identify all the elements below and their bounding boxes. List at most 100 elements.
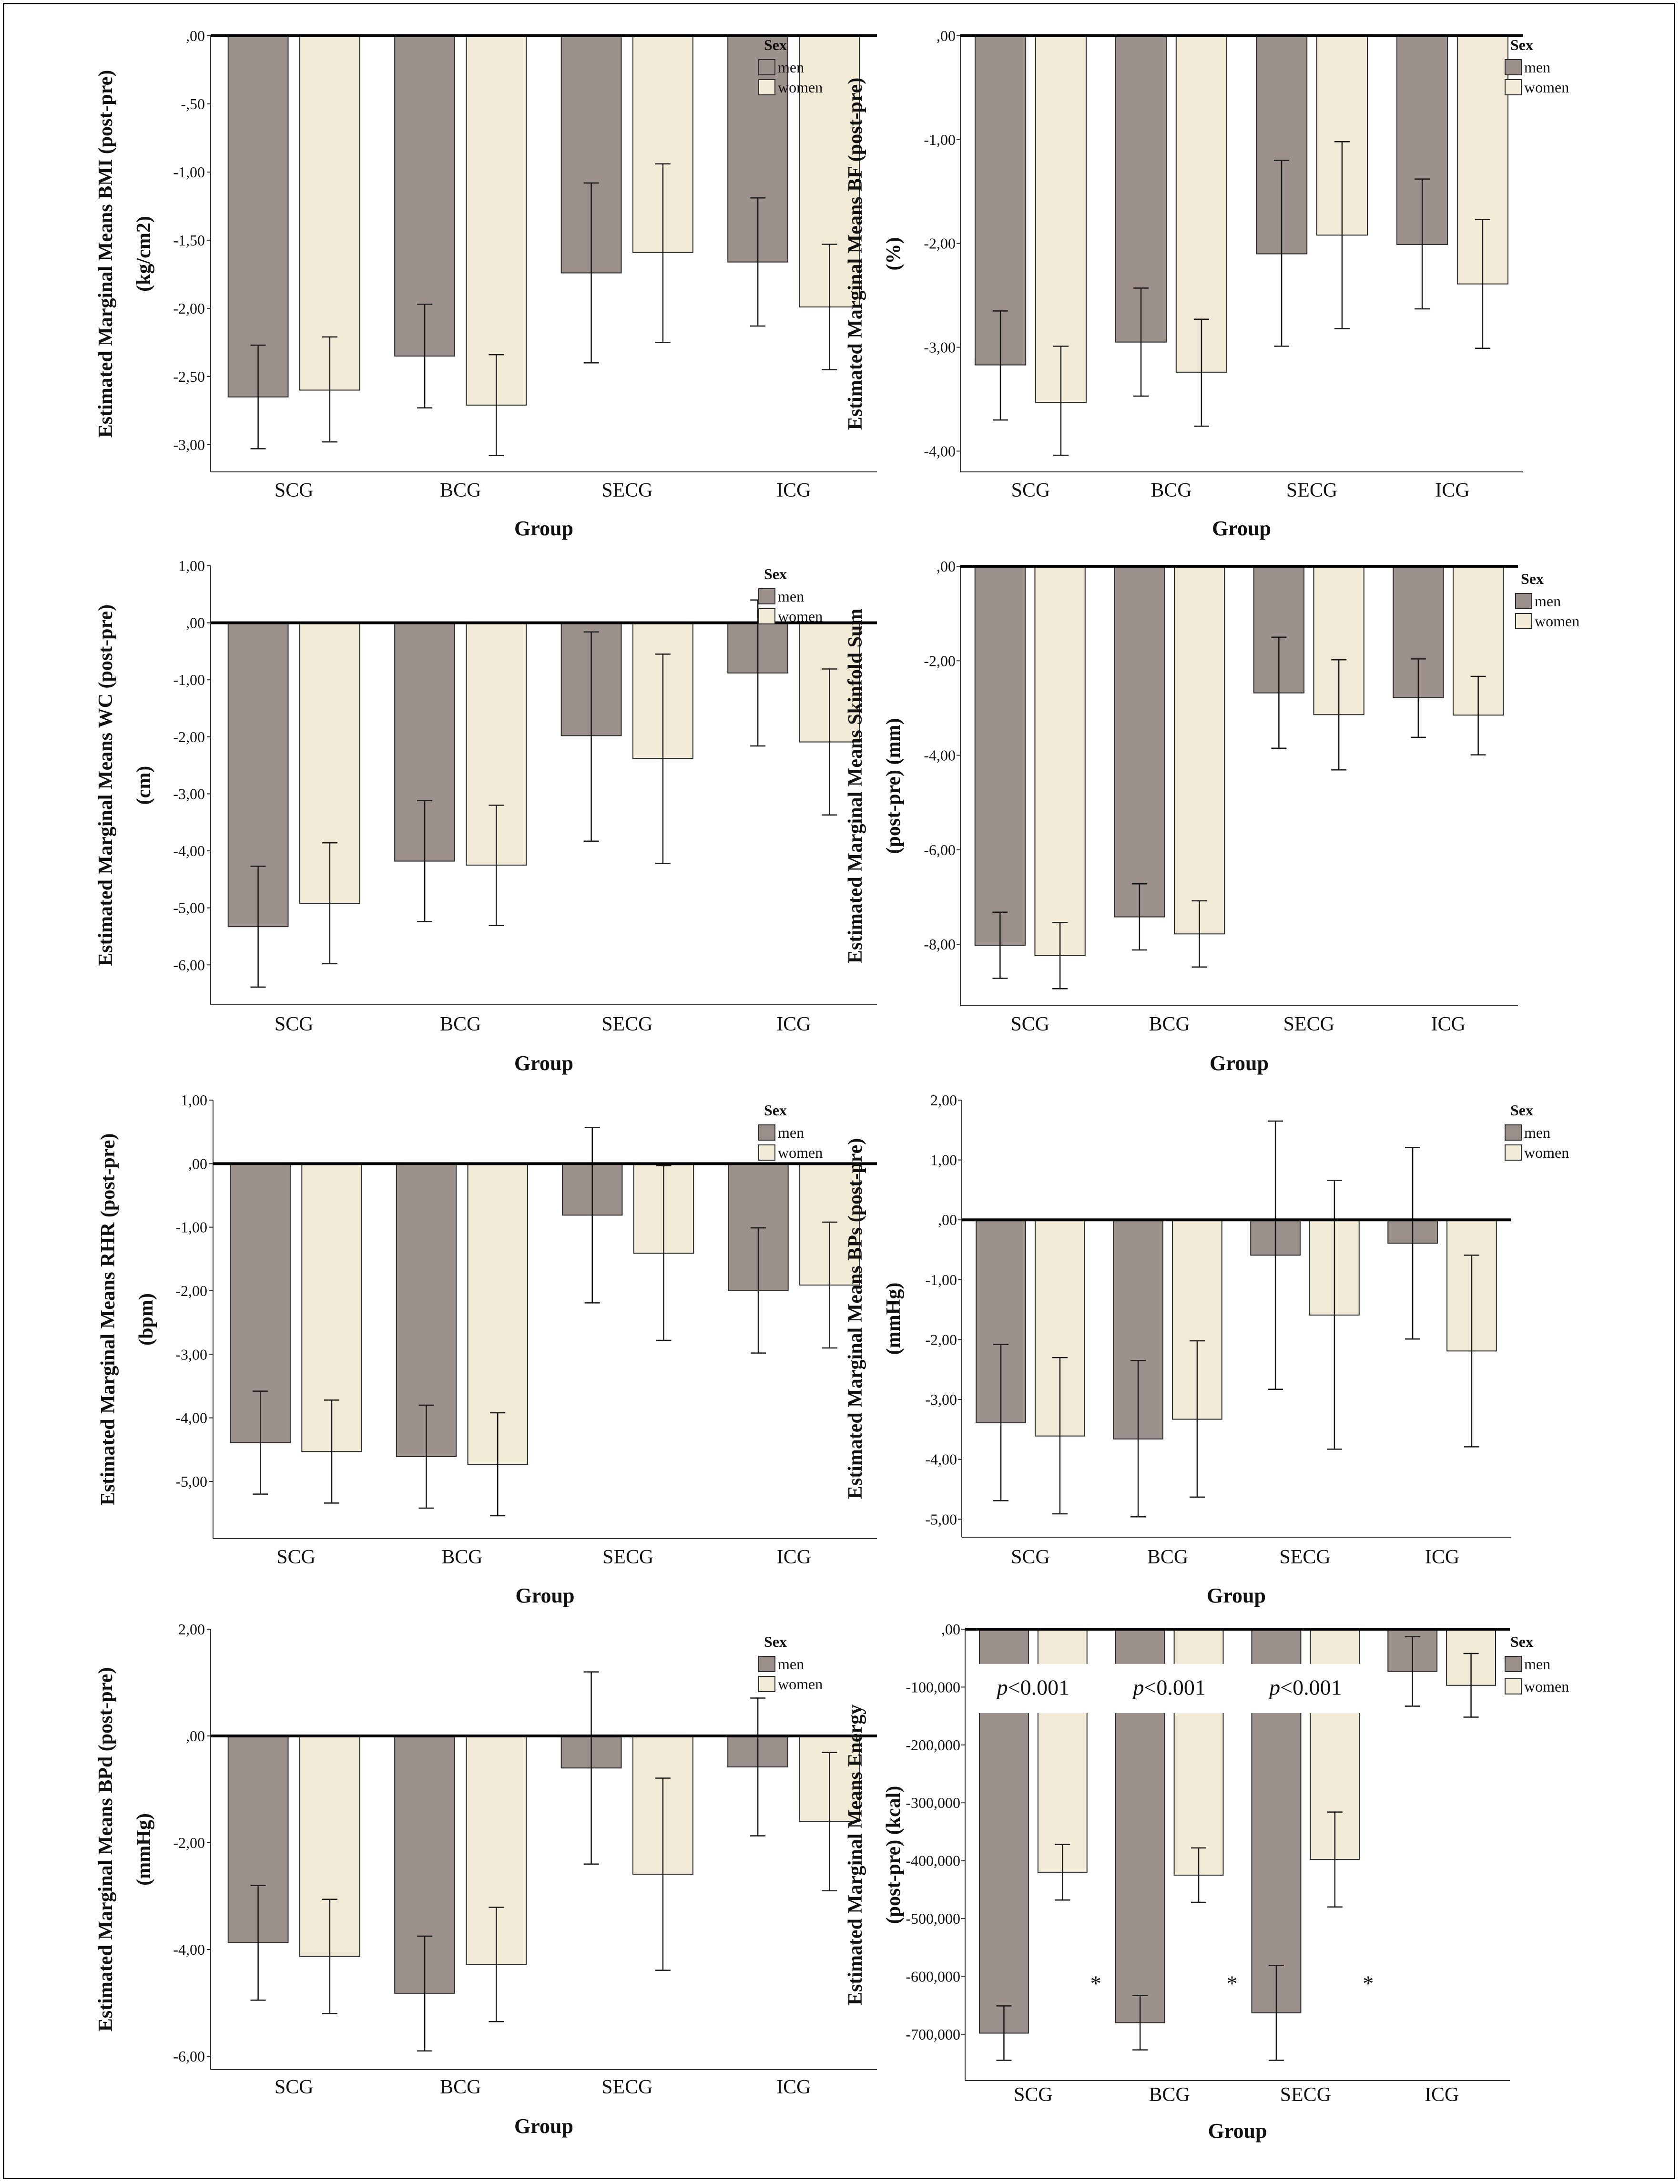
category-label-secg: SECG [601,480,652,501]
y-axis-title-line-1: Estimated Marginal Means BMI (post-pre) [95,70,117,438]
chart-panel-1: ,00 -,50 -1,00 -1,50 -2,00 -2,50 -3,00 SCG BCG SE… [95,27,877,540]
y-tick-label: ,00 [937,27,956,44]
category-label-icg: ICG [776,1013,811,1035]
y-axis-title-line-1: Estimated Marginal Means BPs (post-pre) [845,1138,866,1500]
significance-star-secg: * [1363,1971,1374,1996]
legend-swatch-men [758,1656,775,1672]
category-label-icg: ICG [1431,1013,1466,1035]
pvalue-background [971,1664,1095,1714]
legend-swatch-men [1505,59,1522,75]
category-label-bcg: BCG [1151,480,1191,501]
y-axis-title-line-1: Estimated Marginal Means BF (post-pre) [845,78,866,430]
category-label-bcg: BCG [440,480,481,501]
y-tick-label: -2,00 [173,1834,205,1851]
y-tick-label: -2,00 [173,300,205,317]
y-tick-label: 1,00 [181,1092,207,1109]
pvalue-prefix: p [1131,1675,1144,1699]
y-tick-label: -2,50 [173,368,205,385]
y-tick-label: 2,00 [178,1621,205,1638]
legend-swatch-men [758,59,775,75]
legend-swatch-men [1515,593,1532,609]
y-axis-title-line-1: Estimated Marginal Means Energy [845,1704,866,2005]
y-tick-label: -2,00 [175,1282,207,1299]
x-axis-title: Group [1208,2119,1267,2143]
y-tick-label: -5,00 [175,1473,207,1490]
y-tick-label: -6,00 [173,956,205,973]
y-tick-label: -4,00 [175,1409,207,1427]
category-label-icg: ICG [776,480,811,501]
y-axis-title-line-1: Estimated Marginal Means RHR (post-pre) [97,1133,119,1506]
chart-panel-2: ,00 -1,00 -2,00 -3,00 -4,00 SCG BCG SECG ICG Grou… [845,27,1569,540]
y-tick-label: -3,00 [925,1391,957,1408]
x-axis-title: Group [514,517,573,540]
category-label-secg: SECG [1283,1013,1334,1035]
category-label-icg: ICG [1425,2084,1459,2106]
x-axis-title: Group [1207,1584,1266,1607]
y-tick-label: 2,00 [930,1092,957,1109]
y-tick-label: 1,00 [930,1152,957,1169]
category-label-icg: ICG [776,2076,811,2098]
y-tick-label: -1,50 [173,232,205,249]
y-tick-label: ,00 [186,614,205,632]
legend-swatch-women [758,79,775,95]
legend-swatch-women [1515,613,1532,629]
category-label-bcg: BCG [1149,1013,1190,1035]
legend-label-men: men [778,59,804,76]
legend-label-women: women [1535,612,1579,630]
legend-label-men: men [1535,592,1561,610]
category-label-scg: SCG [275,480,314,501]
y-tick-label: -5,00 [925,1510,957,1528]
y-tick-label: ,00 [938,1211,957,1228]
bar-scg-men [227,35,289,398]
y-tick-label: -3,00 [924,339,956,356]
legend-label-women: women [778,1675,823,1693]
bar-scg-women [1034,566,1086,956]
y-tick-label: -6,00 [924,841,956,858]
x-axis-title: Group [1212,517,1271,540]
y-tick-label: -1,00 [175,1219,207,1236]
y-tick-label: ,00 [941,1621,960,1638]
legend-title: Sex [764,1102,787,1119]
legend-title: Sex [1510,1102,1533,1119]
x-axis-title: Group [516,1584,575,1607]
legend-label-women: women [778,1144,823,1161]
legend-title: Sex [1510,36,1533,53]
y-tick-label: -400,000 [906,1852,960,1869]
y-axis-title-line-2: (bpm) [135,1293,157,1346]
category-label-bcg: BCG [1147,1546,1188,1568]
legend: Sex men women [758,565,823,625]
legend: Sex men women [758,1102,823,1161]
significance-star-scg: * [1090,1971,1101,1996]
y-axis-title-line-1: Estimated Marginal Means Skinfold Sum [845,609,866,963]
pvalue-value: <0.001 [1280,1675,1342,1699]
y-tick-label: -3,00 [173,785,205,802]
category-label-secg: SECG [1279,1546,1330,1568]
legend-label-men: men [778,1124,804,1141]
pvalue-label-secg: p<0.001 [1268,1675,1342,1699]
bar-bcg-men [1114,566,1165,918]
category-label-bcg: BCG [440,1013,481,1035]
pvalue-background [1243,1664,1368,1714]
legend: Sex men women [1505,1102,1569,1161]
y-tick-label: -8,00 [924,936,956,953]
legend-label-women: women [1524,1678,1569,1695]
category-label-secg: SECG [601,1013,652,1035]
legend-swatch-women [1505,79,1522,95]
y-axis-title-line-2: (cm) [133,766,155,805]
category-label-secg: SECG [602,1546,653,1568]
legend-label-women: women [778,608,823,625]
legend: Sex men women [1505,1633,1569,1695]
x-axis-title: Group [514,2114,573,2138]
category-label-icg: ICG [1425,1546,1459,1568]
category-label-scg: SCG [1014,2084,1053,2106]
legend-title: Sex [764,565,787,582]
y-tick-label: -2,00 [924,652,956,669]
pvalue-background [1107,1664,1232,1714]
legend-title: Sex [764,1633,787,1650]
bar-bcg-women [1175,35,1228,373]
y-tick-label: -3,00 [175,1346,207,1363]
legend-swatch-men [758,588,775,604]
y-tick-label: -2,00 [173,728,205,745]
y-tick-label: -5,00 [173,899,205,917]
